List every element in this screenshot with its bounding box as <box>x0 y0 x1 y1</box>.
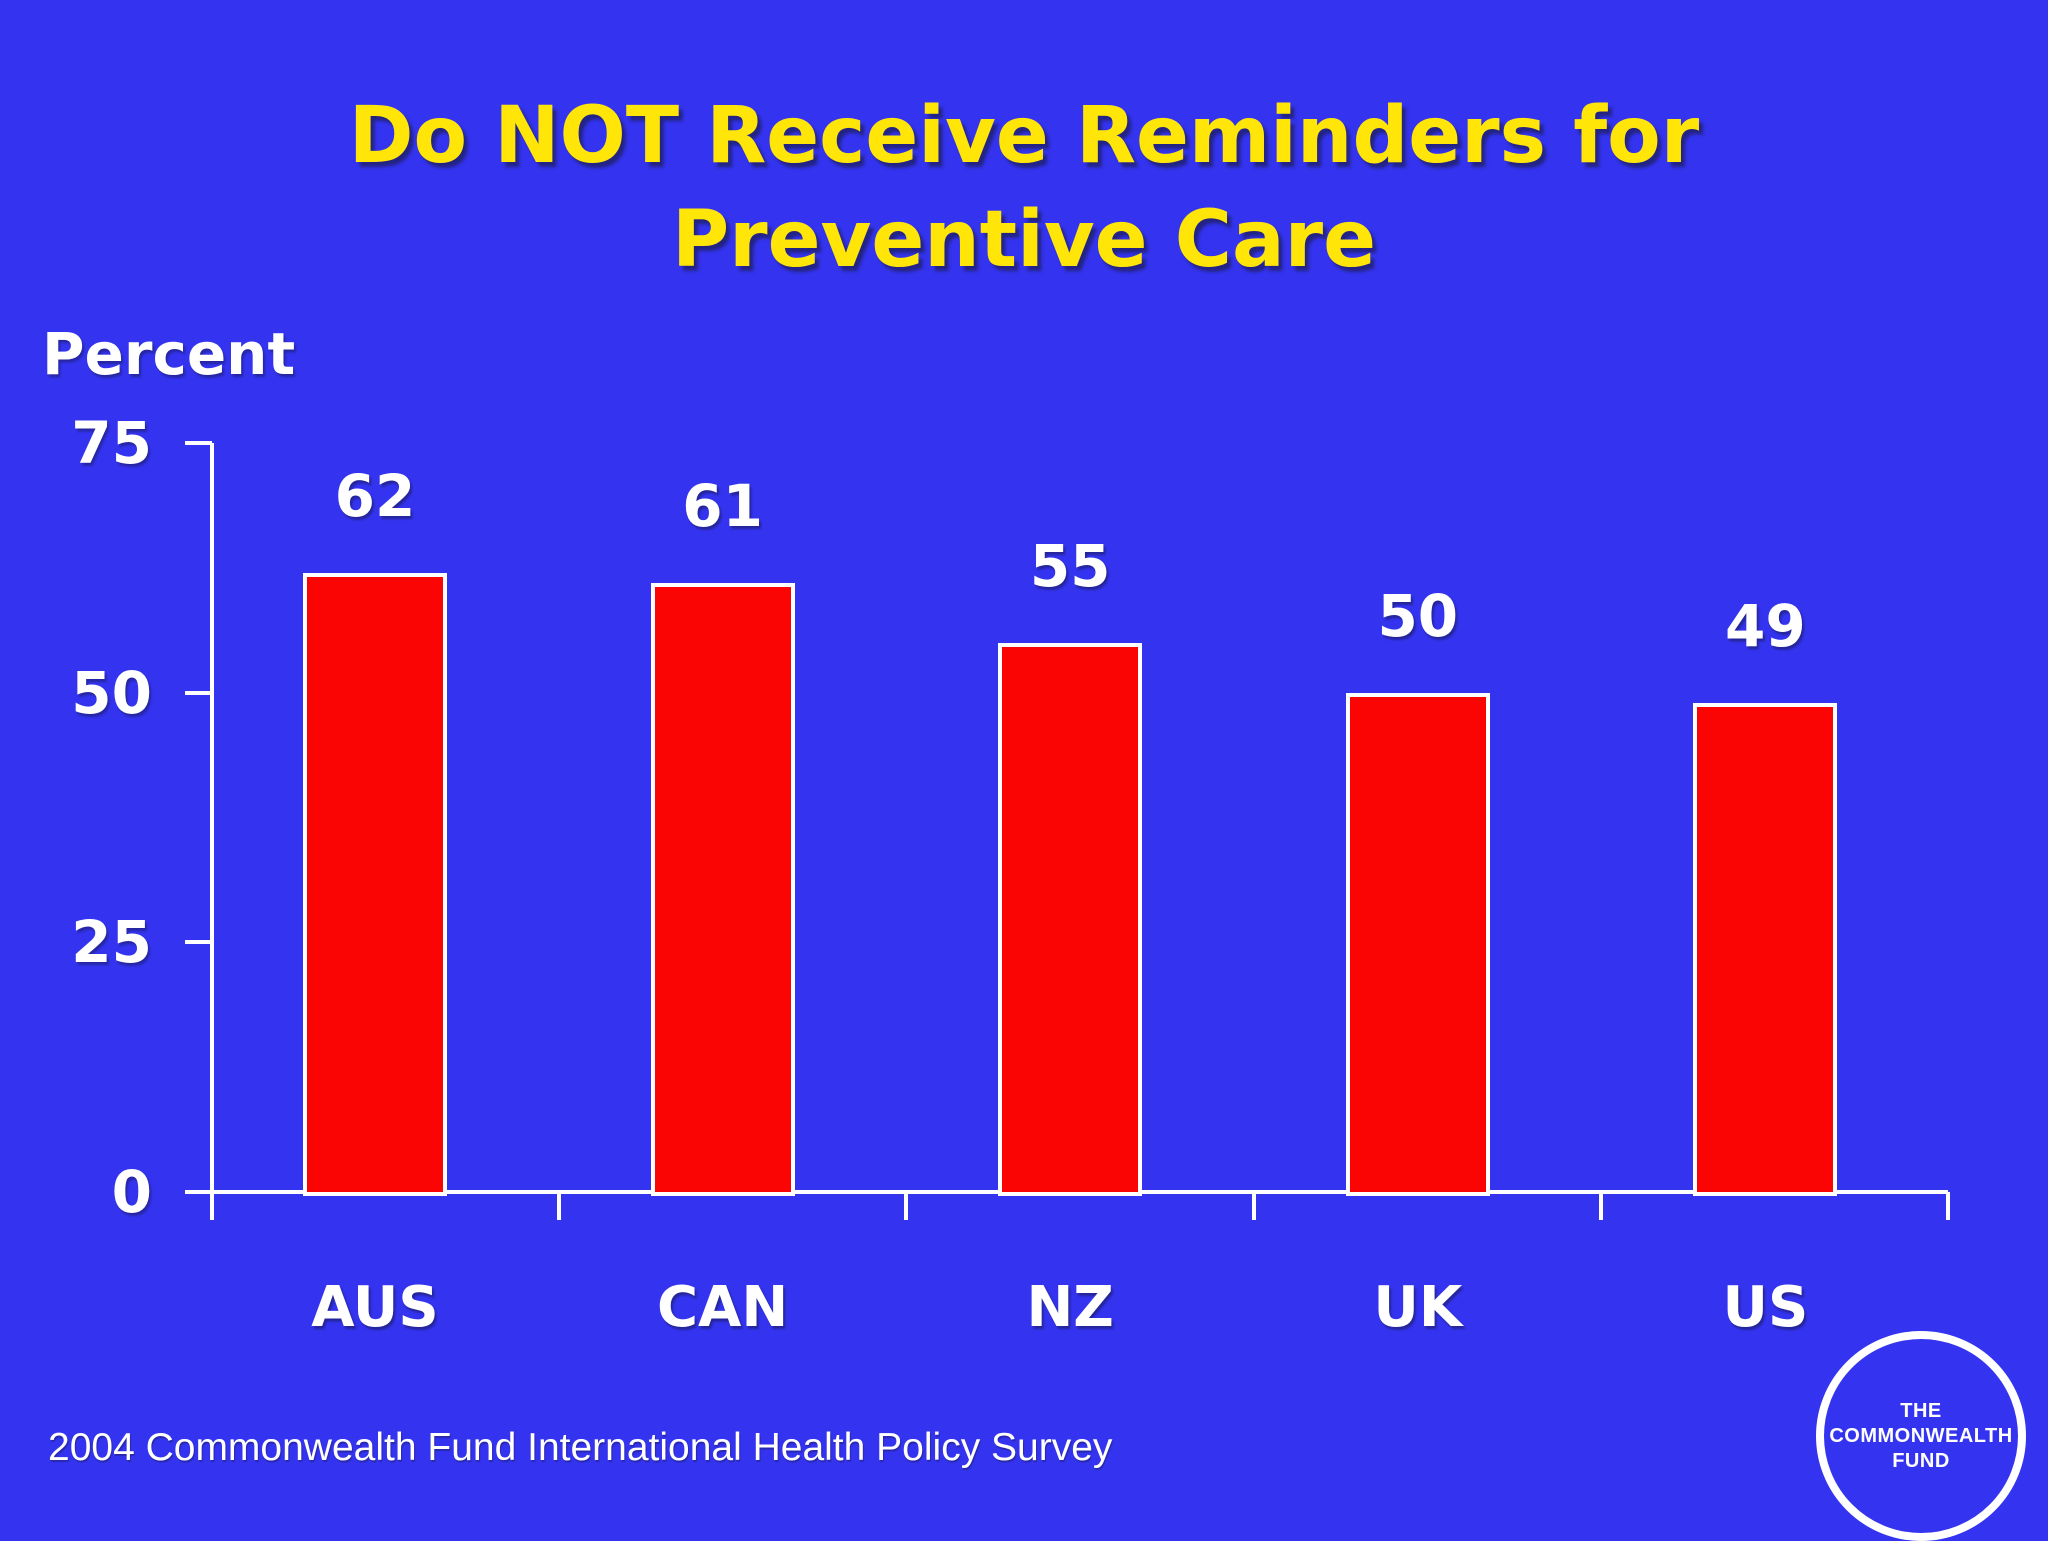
category-label-uk: UK <box>1373 1275 1463 1340</box>
commonwealth-fund-logo: THE COMMONWEALTH FUND <box>1816 1331 2026 1541</box>
bar-aus <box>303 572 447 1196</box>
x-tick-mark-2 <box>904 1192 909 1220</box>
chart-title-line-1: Do NOT Receive Reminders for <box>348 91 1700 181</box>
y-tick-label-25: 25 <box>71 908 152 977</box>
bar-nz <box>998 642 1143 1196</box>
x-tick-mark-4 <box>1598 1192 1603 1220</box>
bar-can <box>650 582 795 1196</box>
y-axis-unit-label: Percent <box>42 320 296 388</box>
y-axis-line <box>210 443 214 1218</box>
y-tick-label-50: 50 <box>71 658 152 727</box>
bar-us <box>1693 702 1838 1196</box>
category-label-can: CAN <box>656 1275 789 1340</box>
y-tick-mark-50 <box>185 690 212 695</box>
bar-value-label-uk: 50 <box>1377 581 1459 650</box>
y-tick-label-0: 0 <box>111 1158 152 1226</box>
category-label-nz: NZ <box>1026 1275 1114 1340</box>
bar-value-label-aus: 62 <box>334 461 416 530</box>
bar-value-label-us: 49 <box>1725 591 1806 660</box>
y-tick-mark-75 <box>185 441 212 445</box>
y-tick-mark-25 <box>185 940 212 945</box>
x-tick-mark-0 <box>210 1192 214 1220</box>
bar-value-label-nz: 55 <box>1029 531 1111 600</box>
source-note: 2004 Commonwealth Fund International Hea… <box>48 1426 1113 1469</box>
x-tick-mark-3 <box>1251 1192 1256 1220</box>
logo-line-3: FUND <box>1892 1449 1950 1472</box>
category-label-aus: AUS <box>311 1275 439 1340</box>
x-tick-mark-5 <box>1946 1192 1950 1220</box>
chart-title: Do NOT Receive Reminders for Preventive … <box>0 84 2048 292</box>
x-tick-mark-1 <box>557 1192 562 1220</box>
chart-title-line-2: Preventive Care <box>672 195 1376 285</box>
bar-uk <box>1345 692 1490 1196</box>
bar-value-label-can: 61 <box>682 471 763 540</box>
logo-line-1: THE <box>1900 1399 1942 1422</box>
logo-line-2: COMMONWEALTH <box>1829 1424 2013 1447</box>
category-label-us: US <box>1722 1275 1809 1340</box>
y-tick-label-75: 75 <box>71 409 152 477</box>
